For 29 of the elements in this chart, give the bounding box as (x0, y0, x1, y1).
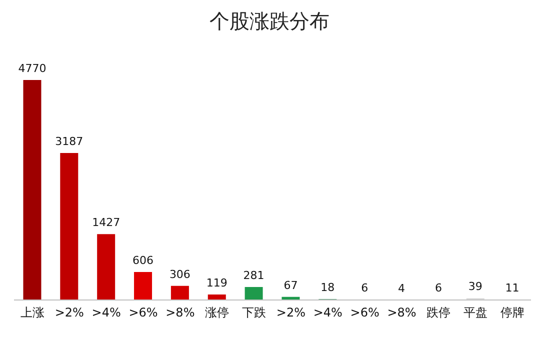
data-label: 18 (320, 281, 335, 294)
data-label: 39 (468, 280, 482, 294)
data-label: 11 (505, 281, 520, 294)
data-label: 4770 (18, 62, 46, 75)
data-label: 3187 (55, 135, 84, 148)
x-tick-label: 停牌 (500, 306, 525, 320)
x-tick-label: >4% (313, 306, 342, 320)
data-label: 67 (284, 278, 298, 292)
x-tick-label: >2% (54, 306, 84, 320)
data-label: 606 (132, 254, 154, 268)
x-tick-label: 下跌 (242, 306, 266, 320)
data-label: 119 (206, 276, 228, 290)
chart-title: 个股涨跌分布 (208, 8, 330, 35)
x-tick-label: >8% (387, 306, 416, 320)
data-label: 6 (361, 282, 368, 295)
x-tick-label: >8% (166, 306, 195, 320)
x-tick-label: >6% (350, 306, 380, 320)
x-tick-label: 跌停 (426, 306, 451, 320)
data-label: 306 (169, 268, 190, 281)
data-label: 281 (243, 269, 264, 282)
x-tick-label: 上涨 (20, 306, 44, 320)
x-tick-label: >4% (92, 306, 121, 320)
x-tick-label: 平盘 (464, 306, 488, 320)
data-label: 4 (398, 282, 406, 295)
data-label: 1427 (92, 216, 120, 230)
x-tick-label: 涨停 (205, 306, 230, 320)
x-tick-label: >6% (128, 306, 158, 320)
data-label: 6 (434, 282, 442, 295)
x-tick-label: >2% (276, 306, 306, 320)
